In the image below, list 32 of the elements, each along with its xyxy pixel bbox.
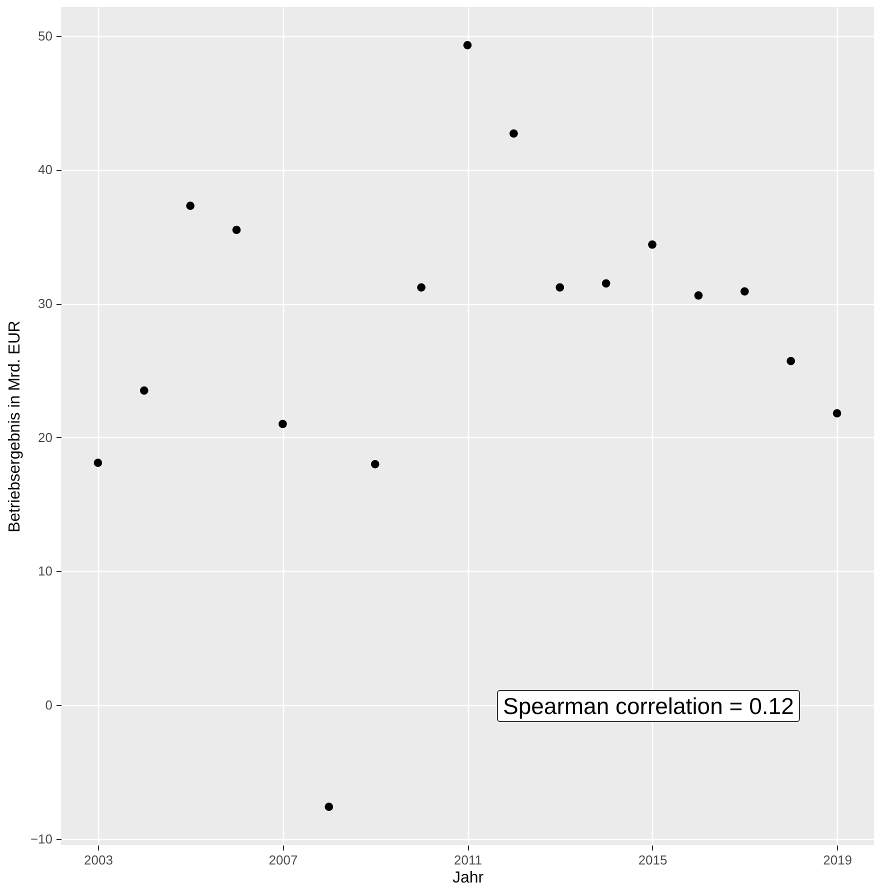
point <box>94 458 102 467</box>
point <box>463 40 472 50</box>
y-tick-label: 40 <box>38 162 52 178</box>
point <box>556 283 564 292</box>
x-axis-title: Jahr <box>452 870 484 886</box>
point <box>417 283 426 292</box>
point <box>786 356 796 366</box>
point <box>648 240 656 249</box>
y-tick-label: 0 <box>45 698 52 713</box>
y-tick-label: 30 <box>38 296 52 312</box>
x-tick-label: 2019 <box>823 852 852 868</box>
x-tick-label: 2003 <box>84 852 113 868</box>
point <box>510 129 518 138</box>
point <box>232 226 241 234</box>
point <box>740 287 749 296</box>
x-tick-label: 2011 <box>454 852 482 868</box>
point <box>832 409 842 418</box>
annotation: Spearman correlation = 0.12 <box>497 690 800 722</box>
y-tick-label: −10 <box>30 831 52 846</box>
y-tick-label: 20 <box>38 430 52 445</box>
y-axis-title: Betriebsergebnis in Mrd. EUR <box>6 320 24 532</box>
x-tick-label: 2015 <box>638 852 668 868</box>
y-tick-label: 10 <box>38 564 52 579</box>
point <box>186 202 195 210</box>
point <box>602 279 610 288</box>
point <box>370 460 380 468</box>
point <box>694 291 703 300</box>
x-tick-label: 2007 <box>268 852 298 868</box>
point <box>324 802 334 812</box>
y-tick-label: 50 <box>38 28 52 44</box>
point <box>140 386 148 395</box>
point <box>278 420 287 428</box>
